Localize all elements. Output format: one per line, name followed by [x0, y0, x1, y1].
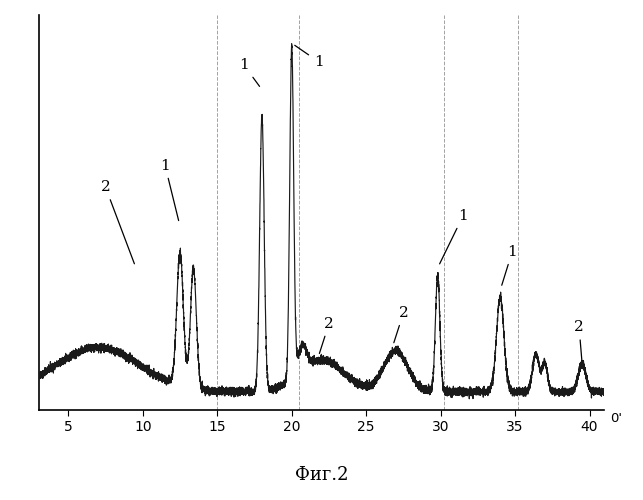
Text: 2: 2 — [320, 317, 334, 354]
Text: 1: 1 — [440, 209, 468, 264]
Text: 1: 1 — [160, 159, 179, 220]
Text: 2: 2 — [574, 320, 584, 360]
Text: Фиг.2: Фиг.2 — [294, 466, 349, 484]
Text: 1: 1 — [502, 245, 517, 286]
Text: 2: 2 — [101, 180, 134, 264]
Text: 1: 1 — [239, 58, 260, 86]
Text: 1: 1 — [294, 46, 323, 68]
Text: 2: 2 — [394, 306, 408, 343]
Text: 0': 0' — [610, 412, 622, 425]
